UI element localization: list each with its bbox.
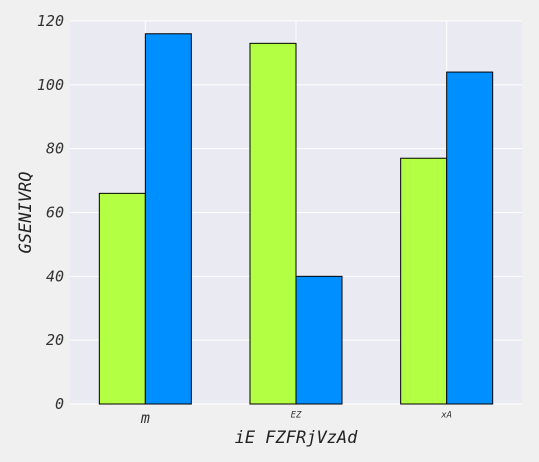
bar-xA-series-1 [400, 157, 448, 405]
y-tick-label: 20 [46, 331, 64, 349]
y-tick-label: 40 [46, 267, 64, 285]
bars [98, 33, 494, 405]
x-tick-label: m [140, 409, 150, 427]
bar-EZ-series-2 [295, 275, 343, 405]
x-axis-label: iE FZFRjVzAd [235, 428, 359, 448]
bar-m-series-2 [144, 33, 192, 405]
bar-EZ-series-1 [249, 42, 297, 405]
x-tick-label: EZ [291, 411, 302, 421]
y-tick-labels: 0 20 40 60 80 100 120 [37, 12, 64, 413]
y-axis-label: GSENIVRQ [16, 172, 36, 254]
y-tick-label: 80 [46, 140, 64, 158]
bar-xA-series-2 [446, 71, 494, 405]
y-tick-label: 100 [37, 76, 64, 94]
x-tick-labels: m EZ xA [140, 409, 452, 427]
y-tick-label: 60 [46, 204, 64, 222]
bar-m-series-1 [98, 192, 146, 405]
y-tick-label: 0 [55, 395, 64, 413]
y-tick-label: 120 [37, 12, 64, 30]
x-tick-label: xA [440, 411, 452, 421]
